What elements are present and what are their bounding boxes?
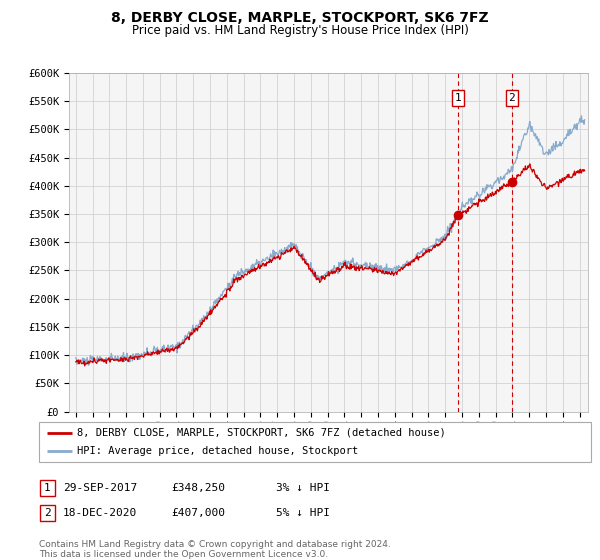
Text: 29-SEP-2017: 29-SEP-2017 <box>63 483 137 493</box>
Text: HPI: Average price, detached house, Stockport: HPI: Average price, detached house, Stoc… <box>77 446 358 456</box>
Text: Contains HM Land Registry data © Crown copyright and database right 2024.
This d: Contains HM Land Registry data © Crown c… <box>39 540 391 559</box>
Text: 1: 1 <box>454 93 461 103</box>
Text: 2: 2 <box>508 93 515 103</box>
Text: £348,250: £348,250 <box>171 483 225 493</box>
Text: £407,000: £407,000 <box>171 508 225 518</box>
Text: 8, DERBY CLOSE, MARPLE, STOCKPORT, SK6 7FZ: 8, DERBY CLOSE, MARPLE, STOCKPORT, SK6 7… <box>111 11 489 25</box>
Text: Price paid vs. HM Land Registry's House Price Index (HPI): Price paid vs. HM Land Registry's House … <box>131 24 469 36</box>
Text: 18-DEC-2020: 18-DEC-2020 <box>63 508 137 518</box>
Text: 2: 2 <box>44 508 51 518</box>
FancyBboxPatch shape <box>40 505 55 521</box>
FancyBboxPatch shape <box>39 422 591 462</box>
Text: 1: 1 <box>44 483 51 493</box>
Text: 5% ↓ HPI: 5% ↓ HPI <box>276 508 330 518</box>
Text: 3% ↓ HPI: 3% ↓ HPI <box>276 483 330 493</box>
Text: 8, DERBY CLOSE, MARPLE, STOCKPORT, SK6 7FZ (detached house): 8, DERBY CLOSE, MARPLE, STOCKPORT, SK6 7… <box>77 428 445 438</box>
FancyBboxPatch shape <box>40 480 55 496</box>
